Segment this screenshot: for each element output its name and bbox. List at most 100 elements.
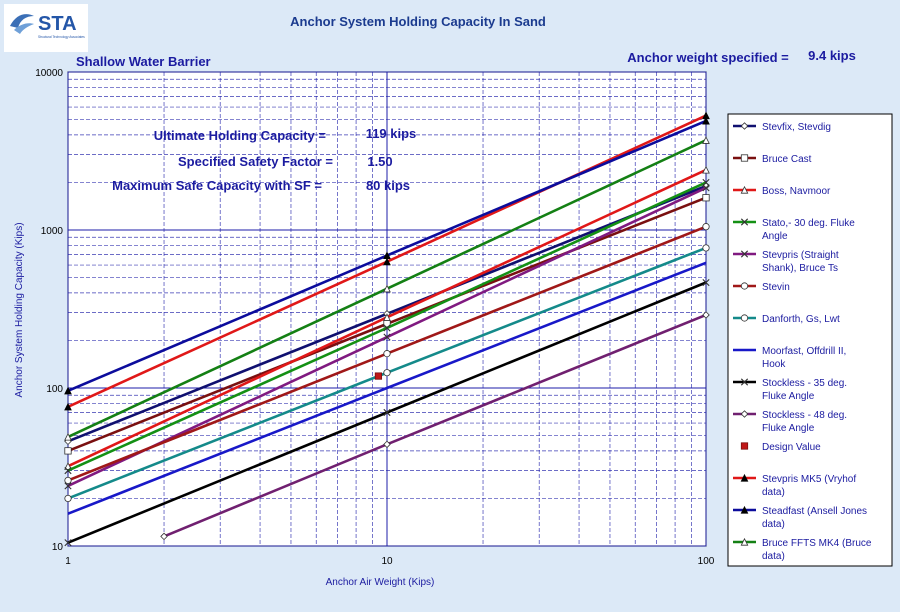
anchor-weight-value: 9.4 kips <box>808 48 856 63</box>
data-point <box>64 467 72 475</box>
x-tick-label: 100 <box>698 556 715 567</box>
legend-box <box>727 113 893 567</box>
data-point <box>740 314 749 322</box>
data-point <box>383 333 391 341</box>
data-point <box>702 165 710 174</box>
series <box>64 136 710 441</box>
data-point <box>64 539 72 547</box>
y-tick-label: 10 <box>52 542 64 553</box>
legend-label: Bruce Cast <box>762 154 812 165</box>
data-point <box>740 250 749 258</box>
data-point <box>64 447 72 455</box>
legend-entry: Stato,- 30 deg. Fluke Angle <box>733 218 855 242</box>
legend-entry: Design Value <box>740 442 821 453</box>
series <box>64 116 710 395</box>
legend-label: Stevpris (Straight Shank), Bruce Ts <box>762 250 839 274</box>
data-point <box>374 372 383 380</box>
data-point <box>383 284 391 293</box>
data-point <box>702 244 710 252</box>
legend-label: Moorfast, Offdrill II, Hook <box>762 346 846 370</box>
anchor-weight-label: Anchor weight specified = <box>627 50 789 65</box>
data-point <box>160 532 168 541</box>
company-logo: STA Structural Technology Associates <box>4 4 88 52</box>
data-point <box>702 194 710 202</box>
legend: Stevfix, Stevdig Bruce Cast Boss, Navmoor S… <box>733 122 872 562</box>
data-point <box>64 476 72 485</box>
data-point <box>64 386 72 395</box>
uhc-value: 119 kips <box>366 126 417 141</box>
legend-label: Stevin <box>762 282 790 293</box>
data-point <box>740 537 749 546</box>
location-label: Shallow Water Barrier <box>76 54 211 69</box>
data-point <box>383 440 391 449</box>
data-point <box>64 432 72 441</box>
data-point <box>702 311 710 319</box>
legend-entry: Stevpris MK5 (Vryhof data) <box>733 473 856 498</box>
legend-entry: Stevfix, Stevdig <box>733 122 831 133</box>
legend-label: Bruce FFTS MK4 (Bruce data) <box>762 538 872 562</box>
data-point <box>702 136 710 144</box>
data-point <box>740 154 749 162</box>
legend-entry: Bruce Cast <box>733 154 812 165</box>
legend-label: Steadfast (Ansell Jones data) <box>762 506 867 530</box>
uhc-label: Ultimate Holding Capacity = <box>154 128 327 143</box>
legend-entry: Stevpris (Straight Shank), Bruce Ts <box>733 250 839 274</box>
x-tick-label: 10 <box>381 556 393 567</box>
msc-value: 80 kips <box>366 178 410 193</box>
legend-label: Boss, Navmoor <box>762 186 831 197</box>
legend-entry: Danforth, Gs, Lwt <box>733 314 840 325</box>
legend-label: Stato,- 30 deg. Fluke Angle <box>762 218 855 242</box>
data-point <box>383 324 391 332</box>
capacity-annotations: Ultimate Holding Capacity = 119 kips Spe… <box>112 126 416 193</box>
y-tick-label: 1000 <box>41 226 64 237</box>
logo-tagline: Structural Technology Associates <box>38 35 85 39</box>
data-point <box>740 282 749 290</box>
sf-value: 1.50 <box>367 154 392 169</box>
series <box>160 311 710 541</box>
series <box>64 244 710 503</box>
series <box>64 178 710 475</box>
data-point <box>383 251 391 260</box>
data-point <box>383 350 391 358</box>
x-axis-label: Anchor Air Weight (Kips) <box>326 577 435 588</box>
legend-entry: Steadfast (Ansell Jones data) <box>733 505 867 530</box>
y-axis-label: Anchor System Holding Capacity (Kips) <box>14 222 25 397</box>
y-tick-label: 100 <box>46 384 63 395</box>
legend-label: Danforth, Gs, Lwt <box>762 314 840 325</box>
legend-label: Stevpris MK5 (Vryhof data) <box>762 474 856 498</box>
series <box>64 278 710 547</box>
legend-label: Stockless - 48 deg. Fluke Angle <box>762 410 847 434</box>
data-point <box>383 369 391 377</box>
data-point <box>383 408 391 417</box>
series-line <box>67 261 707 515</box>
data-point <box>740 122 749 130</box>
legend-entry: Stockless - 48 deg. Fluke Angle <box>733 410 847 434</box>
series-lines <box>64 111 710 547</box>
data-point <box>702 278 710 287</box>
legend-entry: Stevin <box>733 282 790 293</box>
data-point <box>383 257 391 266</box>
legend-label: Stockless - 35 deg. Fluke Angle <box>762 378 847 402</box>
data-point <box>740 442 749 450</box>
data-point <box>64 482 72 490</box>
data-point <box>702 178 710 187</box>
data-point <box>740 410 749 418</box>
legend-entry: Boss, Navmoor <box>733 185 831 197</box>
msc-label: Maximum Safe Capacity with SF = <box>112 178 322 193</box>
series <box>64 223 710 485</box>
logo-text: STA <box>38 13 77 35</box>
legend-entry: Bruce FFTS MK4 (Bruce data) <box>733 537 872 562</box>
legend-label: Design Value <box>762 442 821 453</box>
data-point <box>383 313 391 321</box>
series <box>64 111 710 411</box>
data-point <box>64 402 72 411</box>
chart-title: Anchor System Holding Capacity In Sand <box>290 14 546 29</box>
legend-entry: Stockless - 35 deg. Fluke Angle <box>733 378 847 402</box>
data-point <box>702 116 710 125</box>
x-tick-label: 1 <box>65 556 71 567</box>
data-point <box>740 378 749 386</box>
sf-label: Specified Safety Factor = <box>178 154 333 169</box>
